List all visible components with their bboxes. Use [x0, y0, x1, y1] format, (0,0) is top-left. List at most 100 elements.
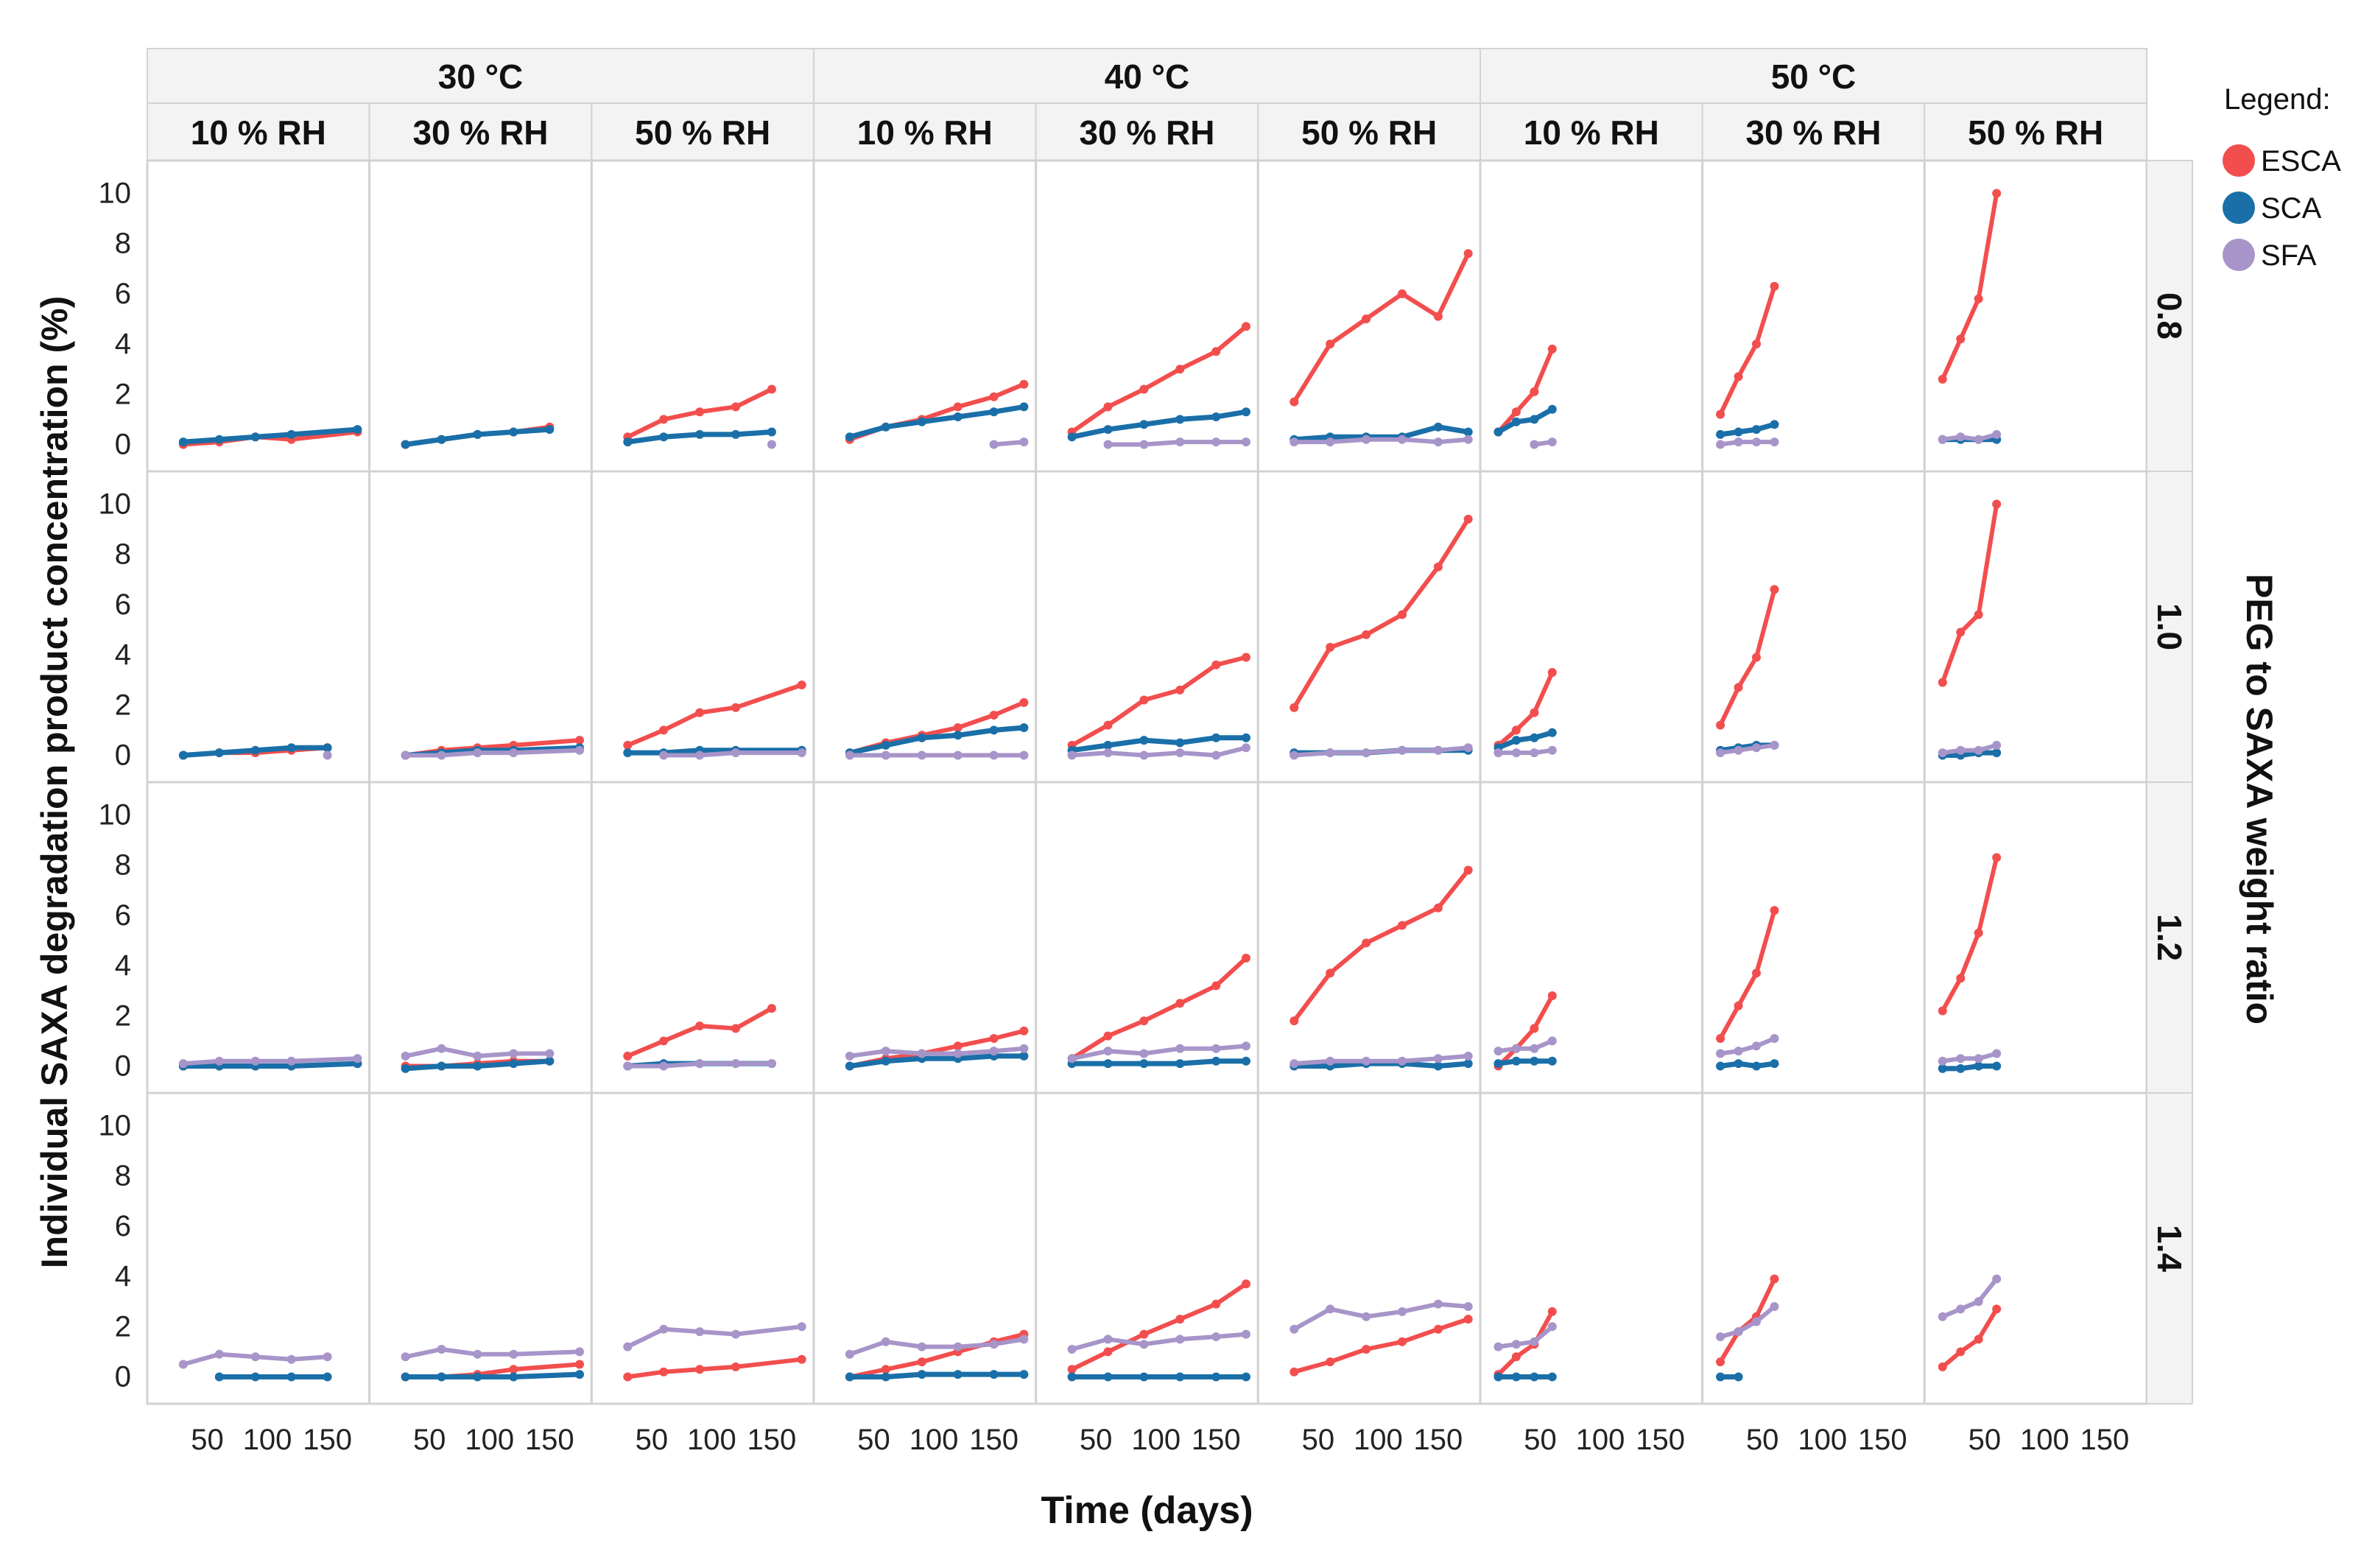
- data-point-sfa: [989, 750, 999, 760]
- data-point-esca: [1326, 1357, 1335, 1367]
- data-point-esca: [1547, 1307, 1557, 1316]
- y-tick-label: 10: [99, 1109, 132, 1142]
- data-point-esca: [1974, 610, 1983, 619]
- data-point-sca: [1019, 402, 1029, 412]
- data-point-sfa: [1398, 1307, 1407, 1316]
- series-line-esca: [1292, 1317, 1471, 1374]
- y-tick-label: 2: [115, 1310, 131, 1343]
- data-point-sfa: [353, 1054, 362, 1064]
- data-point-esca: [1992, 1304, 2002, 1314]
- humidity-strip: [147, 102, 370, 161]
- data-point-sca: [845, 1372, 854, 1382]
- data-point-sfa: [845, 1051, 854, 1061]
- data-point-esca: [1547, 344, 1557, 354]
- data-point-sfa: [623, 1342, 633, 1351]
- data-point-sca: [1511, 736, 1521, 745]
- data-point-esca: [1242, 1279, 1250, 1289]
- x-tick-label: 150: [303, 1424, 352, 1456]
- x-tick-label: 50: [1746, 1424, 1779, 1456]
- series-line-esca: [1292, 251, 1471, 404]
- y-tick-label: 6: [115, 588, 131, 621]
- data-point-sca: [1103, 1059, 1113, 1069]
- data-point-sca: [1067, 1372, 1077, 1382]
- data-point-sca: [353, 425, 362, 435]
- series-line-esca: [1069, 955, 1248, 1061]
- y-tick-label: 4: [115, 328, 131, 360]
- data-point-sca: [214, 748, 224, 758]
- data-point-esca: [1956, 974, 1966, 983]
- data-point-sfa: [695, 1059, 705, 1069]
- data-point-sca: [545, 1056, 555, 1066]
- data-point-sfa: [1175, 1335, 1185, 1344]
- data-point-sca: [1734, 1059, 1743, 1069]
- data-point-sca: [1992, 748, 2002, 758]
- series-line-sfa: [1069, 745, 1248, 758]
- data-point-sfa: [575, 1347, 584, 1357]
- data-point-esca: [1433, 1324, 1443, 1334]
- data-point-sfa: [401, 1051, 410, 1061]
- data-point-esca: [1326, 642, 1335, 652]
- humidity-label: 10 % RH: [1524, 113, 1659, 152]
- data-point-sfa: [1511, 1044, 1521, 1053]
- data-point-sfa: [437, 1345, 446, 1354]
- x-tick-label: 50: [1302, 1424, 1335, 1456]
- x-tick-label: 150: [1858, 1424, 1907, 1456]
- data-point-sca: [1716, 1061, 1725, 1071]
- data-point-sfa: [1463, 1051, 1473, 1061]
- data-point-sfa: [989, 440, 999, 449]
- data-point-esca: [1326, 968, 1335, 978]
- data-point-sfa: [1530, 1337, 1539, 1346]
- data-point-sfa: [1956, 1054, 1966, 1064]
- series-line-esca: [1940, 191, 1999, 382]
- series-line-sca: [1069, 735, 1249, 753]
- humidity-label: 30 % RH: [1079, 113, 1214, 152]
- data-point-sfa: [1019, 1044, 1029, 1053]
- data-point-sfa: [1992, 1049, 2002, 1058]
- data-point-sfa: [695, 1327, 705, 1337]
- data-point-esca: [1752, 340, 1761, 349]
- series-line-sfa: [1940, 1276, 1999, 1319]
- data-point-esca: [1992, 499, 2002, 509]
- data-point-sfa: [1547, 1322, 1557, 1332]
- data-point-sfa: [1019, 437, 1029, 447]
- data-point-esca: [1974, 1335, 1983, 1344]
- humidity-strip: [1924, 102, 2147, 161]
- data-point-sca: [1511, 1372, 1521, 1382]
- x-tick-label: 50: [636, 1424, 669, 1456]
- ratio-label: 1.4: [2150, 1225, 2189, 1272]
- data-point-sfa: [1463, 743, 1473, 753]
- facet-panel: [146, 159, 371, 473]
- y-tick-label: 10: [99, 798, 132, 831]
- data-point-sca: [1211, 733, 1221, 742]
- data-point-sfa: [1716, 748, 1725, 758]
- data-point-esca: [797, 1354, 806, 1364]
- data-point-sfa: [437, 750, 446, 760]
- data-point-sca: [250, 1372, 260, 1382]
- data-point-sfa: [1362, 1056, 1371, 1066]
- y-tick-label: 6: [115, 1210, 131, 1242]
- data-point-esca: [1103, 720, 1113, 730]
- data-point-sca: [1175, 1059, 1185, 1069]
- data-point-sfa: [1139, 440, 1149, 449]
- data-point-esca: [1530, 708, 1539, 717]
- data-point-sfa: [1242, 1041, 1250, 1051]
- data-point-esca: [1326, 340, 1335, 349]
- data-point-sfa: [509, 1049, 518, 1058]
- data-point-sca: [1493, 1372, 1503, 1382]
- data-point-sfa: [1019, 750, 1029, 760]
- data-point-sfa: [509, 748, 518, 758]
- x-tick-label: 150: [1414, 1424, 1463, 1456]
- facet-panel: [368, 159, 593, 473]
- data-point-sca: [953, 1370, 963, 1379]
- data-point-sfa: [1211, 750, 1221, 760]
- x-tick-label: 100: [465, 1424, 514, 1456]
- y-tick-label: 2: [115, 689, 131, 721]
- data-point-sca: [575, 1370, 584, 1379]
- humidity-label: 50 % RH: [1968, 113, 2103, 152]
- facet-panel: [1256, 470, 1482, 784]
- data-point-sfa: [1734, 1047, 1743, 1056]
- facet-panel: [1035, 1091, 1259, 1405]
- data-point-esca: [695, 708, 705, 717]
- data-point-sfa: [1211, 1332, 1221, 1341]
